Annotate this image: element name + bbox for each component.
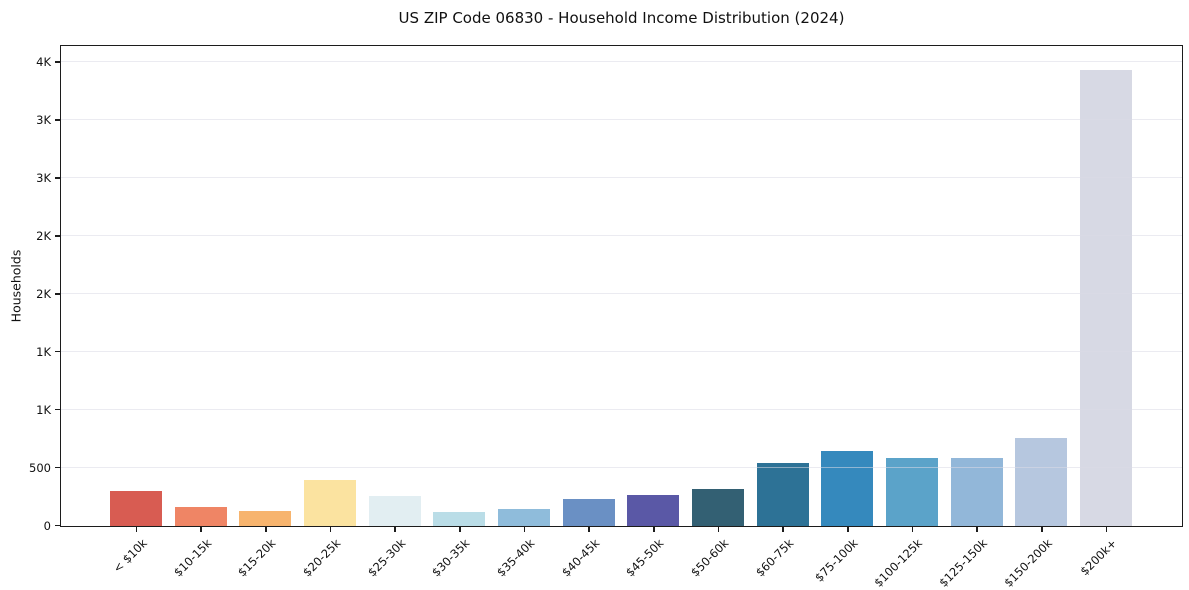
gridline — [61, 61, 1182, 63]
x-tick-label: $150-200k — [1000, 536, 1055, 590]
x-tick-label: < $10k — [109, 536, 150, 576]
bar — [886, 457, 938, 526]
y-tick-label: 2K — [36, 228, 51, 243]
y-tick-label: 2K — [36, 286, 51, 301]
gridline — [61, 234, 1182, 237]
bar — [110, 491, 162, 526]
x-tick-label: $125-150k — [936, 536, 991, 590]
x-tick-label: $20-25k — [299, 536, 344, 580]
y-tick-label: 3K — [36, 113, 51, 128]
bar — [174, 507, 227, 526]
x-tick-mark — [1041, 527, 1043, 532]
gridline — [61, 292, 1182, 295]
y-tick-mark — [55, 293, 60, 295]
y-tick-mark — [55, 119, 60, 121]
bar — [950, 458, 1003, 526]
x-tick-label: $50-60k — [687, 536, 732, 580]
bar — [368, 495, 421, 526]
plot-area — [60, 45, 1183, 527]
x-tick-mark — [717, 527, 720, 532]
x-tick-label: $30-35k — [429, 536, 473, 580]
y-tick-mark — [55, 177, 60, 179]
gridline — [61, 408, 1182, 410]
x-tick-label: $15-20k — [235, 536, 279, 580]
bar — [756, 463, 809, 526]
y-tick-label: 500 — [29, 460, 51, 475]
x-tick-label: $200k+ — [1077, 536, 1120, 579]
x-tick-label: $10-15k — [170, 536, 215, 580]
bar — [1080, 69, 1132, 526]
y-tick-mark — [55, 524, 60, 527]
x-tick-mark — [588, 527, 590, 532]
x-tick-mark — [200, 527, 202, 532]
x-tick-label: $45-50k — [623, 536, 667, 580]
bar — [627, 495, 680, 526]
gridline — [61, 176, 1182, 179]
x-tick-mark — [782, 527, 784, 532]
x-tick-mark — [523, 527, 526, 532]
y-tick-label: 1K — [36, 402, 51, 417]
x-tick-label: $40-45k — [558, 536, 603, 580]
x-tick-label: $25-30k — [364, 536, 409, 580]
x-tick-mark — [653, 527, 655, 532]
x-tick-mark — [459, 527, 461, 532]
y-tick-label: 0 — [43, 518, 51, 533]
y-tick-mark — [55, 235, 60, 237]
x-tick-label: $60-75k — [752, 536, 797, 580]
x-tick-mark — [847, 527, 849, 532]
bar — [692, 488, 744, 526]
bar — [304, 480, 356, 526]
y-tick-label: 4K — [36, 55, 51, 70]
x-tick-mark — [329, 527, 332, 532]
y-tick-mark — [55, 408, 60, 411]
bar — [239, 510, 292, 526]
gridline — [61, 119, 1182, 121]
bar — [562, 499, 615, 526]
y-tick-label: 3K — [36, 170, 51, 185]
gridline — [61, 466, 1182, 468]
x-tick-mark — [1105, 527, 1108, 532]
x-tick-mark — [911, 527, 914, 532]
x-tick-mark — [976, 527, 978, 532]
chart-title: US ZIP Code 06830 - Household Income Dis… — [398, 9, 845, 27]
x-tick-label: $100-125k — [871, 536, 926, 590]
x-tick-mark — [135, 527, 138, 532]
y-tick-mark — [55, 61, 60, 63]
bar — [498, 508, 550, 526]
bar — [1015, 437, 1068, 526]
y-tick-mark — [55, 350, 60, 353]
bar — [433, 511, 486, 526]
x-tick-mark — [394, 527, 396, 532]
x-tick-mark — [265, 527, 267, 532]
y-tick-mark — [55, 466, 60, 469]
bar — [821, 451, 874, 526]
x-tick-label: $75-100k — [812, 536, 861, 585]
x-tick-label: $35-40k — [493, 536, 538, 580]
y-tick-label: 1K — [36, 344, 51, 359]
gridline — [61, 350, 1182, 353]
